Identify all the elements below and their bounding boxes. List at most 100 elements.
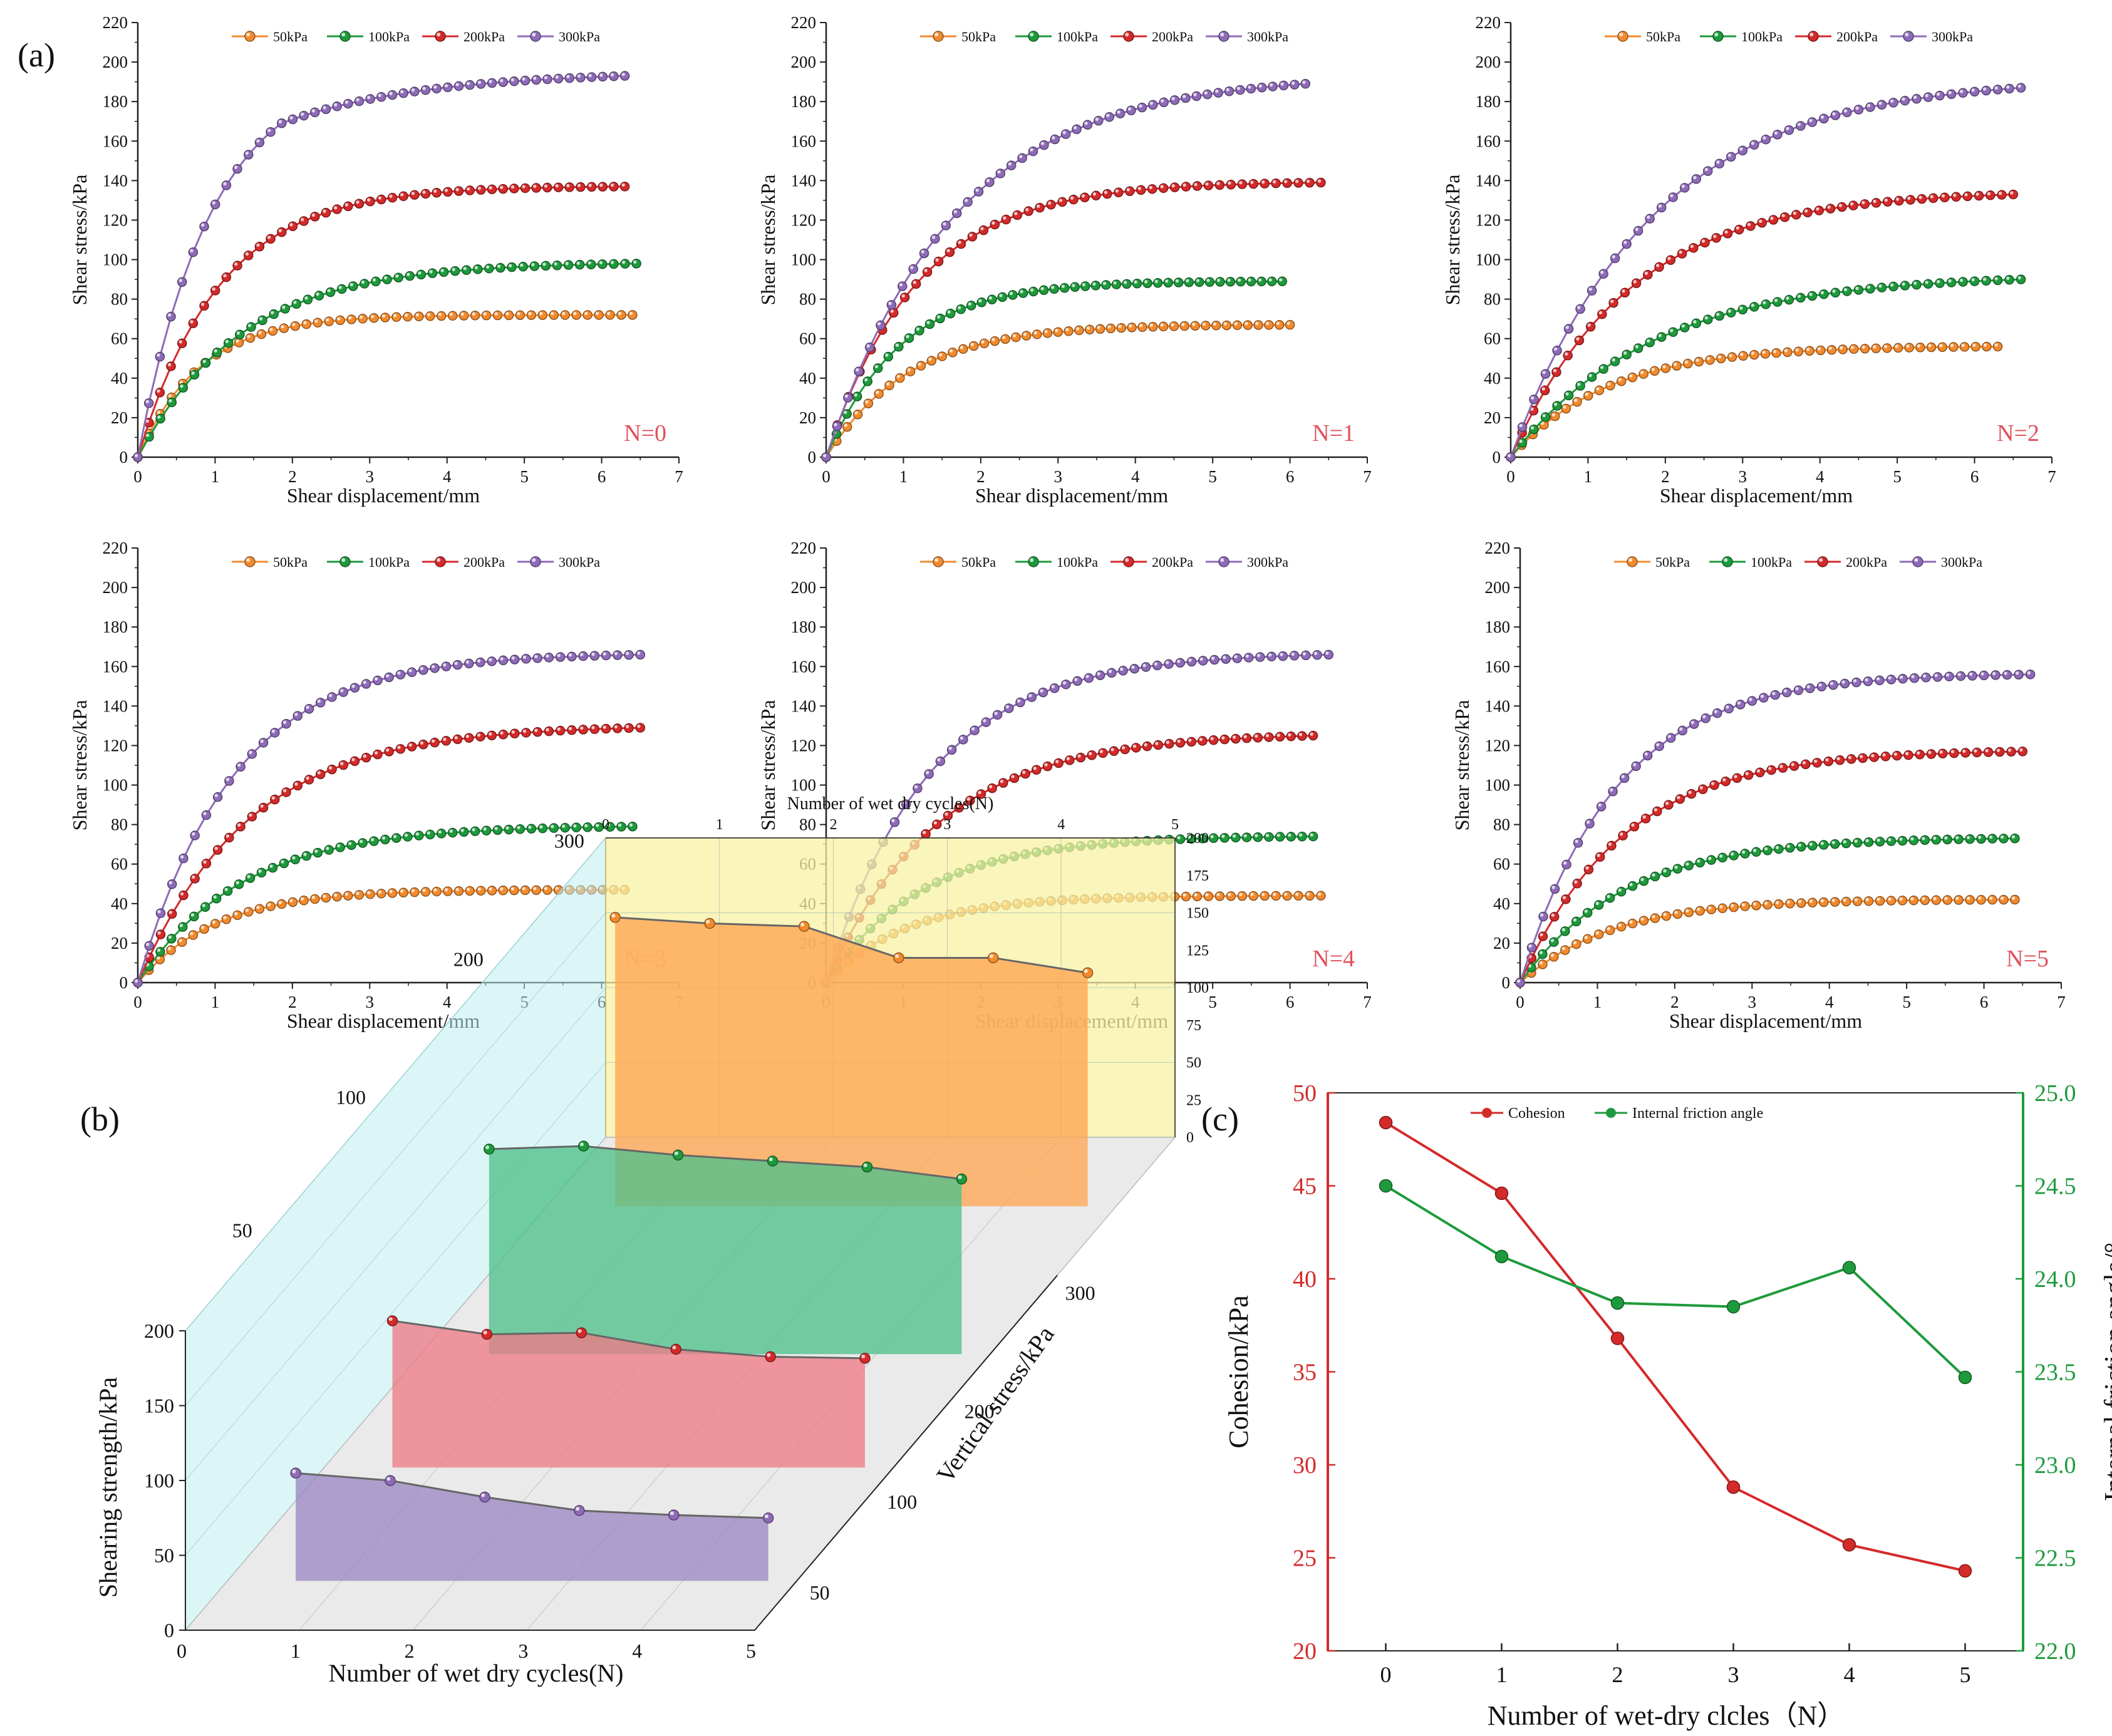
data-point: [1766, 765, 1776, 775]
data-point: [852, 391, 862, 401]
data-point: [358, 838, 368, 848]
data-point-highlight: [1745, 772, 1749, 775]
data-point-highlight: [1040, 142, 1045, 145]
data-point-highlight: [1216, 182, 1220, 185]
data-point: [1286, 731, 1297, 741]
data-point-highlight: [212, 920, 215, 924]
data-point: [924, 319, 935, 329]
data-point-highlight: [1681, 184, 1685, 189]
data-point-highlight: [1221, 834, 1225, 839]
data-point: [380, 834, 390, 845]
data-point-highlight: [348, 842, 352, 845]
data-point-highlight: [463, 267, 467, 271]
data-point: [889, 817, 900, 827]
data-point: [343, 98, 353, 109]
data-point-highlight: [1012, 334, 1017, 338]
data-point-highlight: [497, 264, 501, 268]
x-tick-label: 6: [1286, 467, 1295, 486]
data-point: [1594, 385, 1605, 396]
legend-label: 50kPa: [273, 554, 308, 570]
back-strength-minor-label: 75: [1186, 1018, 1201, 1034]
data-point-highlight: [415, 313, 420, 317]
y-tick-label: 220: [791, 539, 817, 557]
data-point-highlight: [1736, 226, 1739, 230]
data-point: [1627, 372, 1638, 383]
data-point: [1540, 385, 1550, 396]
data-point-highlight: [2007, 748, 2012, 752]
data-point-highlight: [1139, 104, 1142, 108]
y-tick-label: 120: [1476, 210, 1501, 229]
legend-label: 100kPa: [1751, 554, 1792, 570]
data-point: [1173, 277, 1184, 287]
data-point: [461, 265, 472, 275]
data-point: [1876, 282, 1887, 292]
data-point-highlight: [1953, 194, 1957, 197]
data-point: [963, 197, 973, 207]
data-point: [1379, 1115, 1393, 1130]
data-point: [1830, 110, 1841, 120]
data-point-highlight: [1980, 672, 1984, 676]
data-point-highlight: [157, 948, 161, 952]
data-point: [232, 910, 242, 921]
data-point-highlight: [477, 733, 481, 737]
data-point-highlight: [1667, 735, 1671, 738]
data-point: [864, 342, 875, 353]
data-point-highlight: [1622, 289, 1625, 293]
data-point-highlight: [1784, 349, 1788, 353]
right-tick-label: 23.5: [2034, 1360, 2076, 1386]
data-point: [167, 934, 177, 944]
data-point: [1191, 91, 1202, 101]
data-point: [1983, 747, 1994, 757]
data-point: [520, 75, 531, 86]
data-point-highlight: [1033, 331, 1037, 335]
data-point: [1087, 750, 1097, 760]
data-point-highlight: [978, 790, 981, 795]
data-point-highlight: [467, 887, 470, 891]
data-point: [358, 314, 368, 324]
data-point: [1084, 673, 1094, 683]
data-point: [465, 886, 475, 896]
data-point-highlight: [1752, 902, 1757, 906]
data-point: [1275, 731, 1285, 742]
data-point-highlight: [1989, 835, 1993, 839]
data-point-highlight: [1574, 880, 1578, 884]
data-point: [1198, 656, 1208, 666]
data-point: [280, 304, 290, 314]
data-point-highlight: [489, 80, 492, 83]
data-point: [504, 310, 514, 321]
data-point: [1677, 249, 1687, 259]
data-point-highlight: [1586, 820, 1590, 824]
x-tick-label: 4: [1844, 1662, 1855, 1687]
y-tick-label: 100: [791, 776, 817, 795]
data-point: [1650, 871, 1660, 882]
data-point-highlight: [203, 860, 207, 864]
data-point: [1740, 849, 1750, 859]
data-point-highlight: [1194, 182, 1198, 187]
data-point: [1705, 355, 1715, 365]
y-tick-label: 80: [799, 290, 816, 309]
data-point-highlight: [505, 826, 509, 830]
data-point-highlight: [1245, 654, 1249, 658]
data-point-highlight: [1104, 190, 1108, 194]
y-tick-label: 100: [791, 251, 817, 269]
data-point: [210, 199, 220, 210]
data-point: [1152, 278, 1163, 288]
panel-label-b: (b): [80, 1100, 120, 1138]
data-point-highlight: [223, 274, 227, 277]
data-point-highlight: [1066, 757, 1070, 761]
data-point: [365, 196, 375, 207]
data-point-highlight: [580, 653, 584, 656]
data-point: [924, 769, 934, 779]
data-point-highlight: [1113, 281, 1117, 285]
data-point: [414, 311, 424, 321]
data-point: [985, 177, 995, 187]
data-point: [1607, 840, 1617, 851]
data-point-highlight: [1598, 803, 1602, 807]
data-point: [1550, 411, 1560, 421]
data-point: [509, 728, 520, 739]
data-point: [1061, 679, 1071, 690]
legend-marker-highlight: [1125, 33, 1129, 37]
data-point-highlight: [370, 838, 375, 842]
x-tick-label: 1: [211, 993, 220, 1011]
